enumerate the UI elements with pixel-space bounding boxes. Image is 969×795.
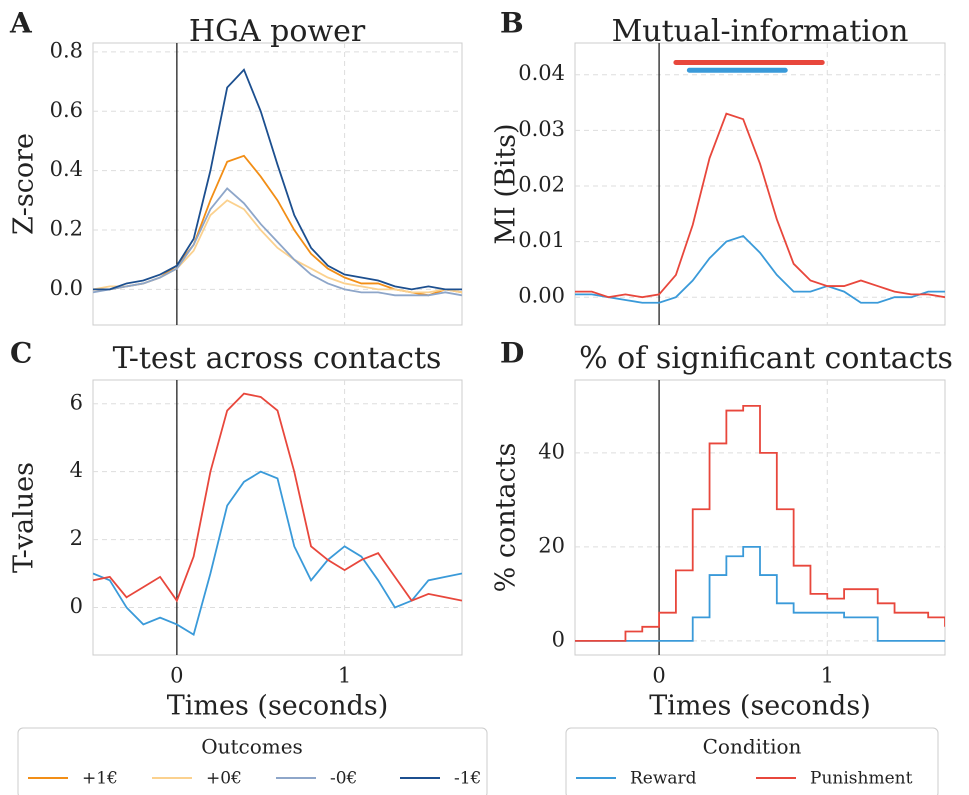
series-group (575, 404, 945, 642)
series-line (575, 112, 945, 299)
series-line (575, 545, 945, 642)
legend-label: Punishment (810, 769, 913, 789)
y-tick-label: 6 (70, 390, 83, 414)
x-axis-label: Times (seconds) (649, 691, 870, 722)
y-tick-label: 0 (552, 627, 565, 651)
chart-title: T-test across contacts (113, 341, 442, 376)
series-line (93, 187, 462, 297)
panel-letter: B (500, 7, 524, 40)
plot-area (574, 42, 946, 326)
series-line (93, 68, 462, 291)
panel-letter: A (9, 7, 33, 40)
legend-label: +1€ (82, 769, 118, 789)
series-group (575, 112, 945, 304)
legend-label: +0€ (206, 769, 242, 789)
y-axis-label: MI (Bits) (491, 123, 522, 244)
legend-box (565, 727, 939, 795)
y-tick-label: 0.03 (518, 117, 565, 141)
y-tick-label: 0.0 (50, 276, 83, 300)
y-tick-label: 0.00 (518, 284, 565, 308)
x-axis-label: Times (seconds) (167, 691, 388, 722)
y-axis-label: Z-score (9, 133, 40, 235)
y-tick-label: 0 (70, 594, 83, 618)
y-tick-label: 0.02 (518, 172, 565, 196)
y-tick-label: 4 (70, 458, 83, 482)
panel-letter: C (10, 337, 32, 370)
series-line (575, 234, 945, 304)
plot-area (92, 42, 463, 326)
legend-title: Outcomes (201, 735, 303, 759)
x-tick-label: 0 (652, 664, 665, 688)
plot-area (92, 379, 463, 656)
panel-letter: D (500, 337, 524, 370)
y-tick-label: 2 (70, 526, 83, 550)
series-group (93, 392, 462, 637)
y-tick-label: 20 (538, 533, 565, 557)
legend-label: Reward (630, 769, 697, 789)
legend-title: Condition (703, 735, 802, 759)
series-line (93, 470, 462, 637)
x-tick-label: 1 (338, 664, 351, 688)
x-tick-label: 1 (821, 664, 834, 688)
legend-label: -0€ (330, 769, 357, 789)
y-tick-label: 0.8 (50, 38, 83, 62)
series-group (93, 68, 462, 297)
y-tick-label: 0.04 (518, 61, 565, 85)
y-tick-label: 0.4 (50, 157, 83, 181)
legend-box (17, 727, 488, 795)
chart-title: HGA power (189, 14, 366, 49)
y-tick-label: 40 (538, 439, 565, 463)
y-tick-label: 0.6 (50, 98, 83, 122)
y-tick-label: 0.2 (50, 217, 83, 241)
series-line (93, 392, 462, 603)
chart-title: % of significant contacts (579, 341, 953, 376)
legend-label: -1€ (454, 769, 481, 789)
y-axis-label: T-values (9, 462, 40, 573)
chart-title: Mutual-information (612, 14, 909, 49)
y-tick-label: 0.01 (518, 228, 565, 252)
series-line (575, 404, 945, 642)
y-axis-label: % contacts (491, 443, 522, 593)
x-tick-label: 0 (170, 664, 183, 688)
